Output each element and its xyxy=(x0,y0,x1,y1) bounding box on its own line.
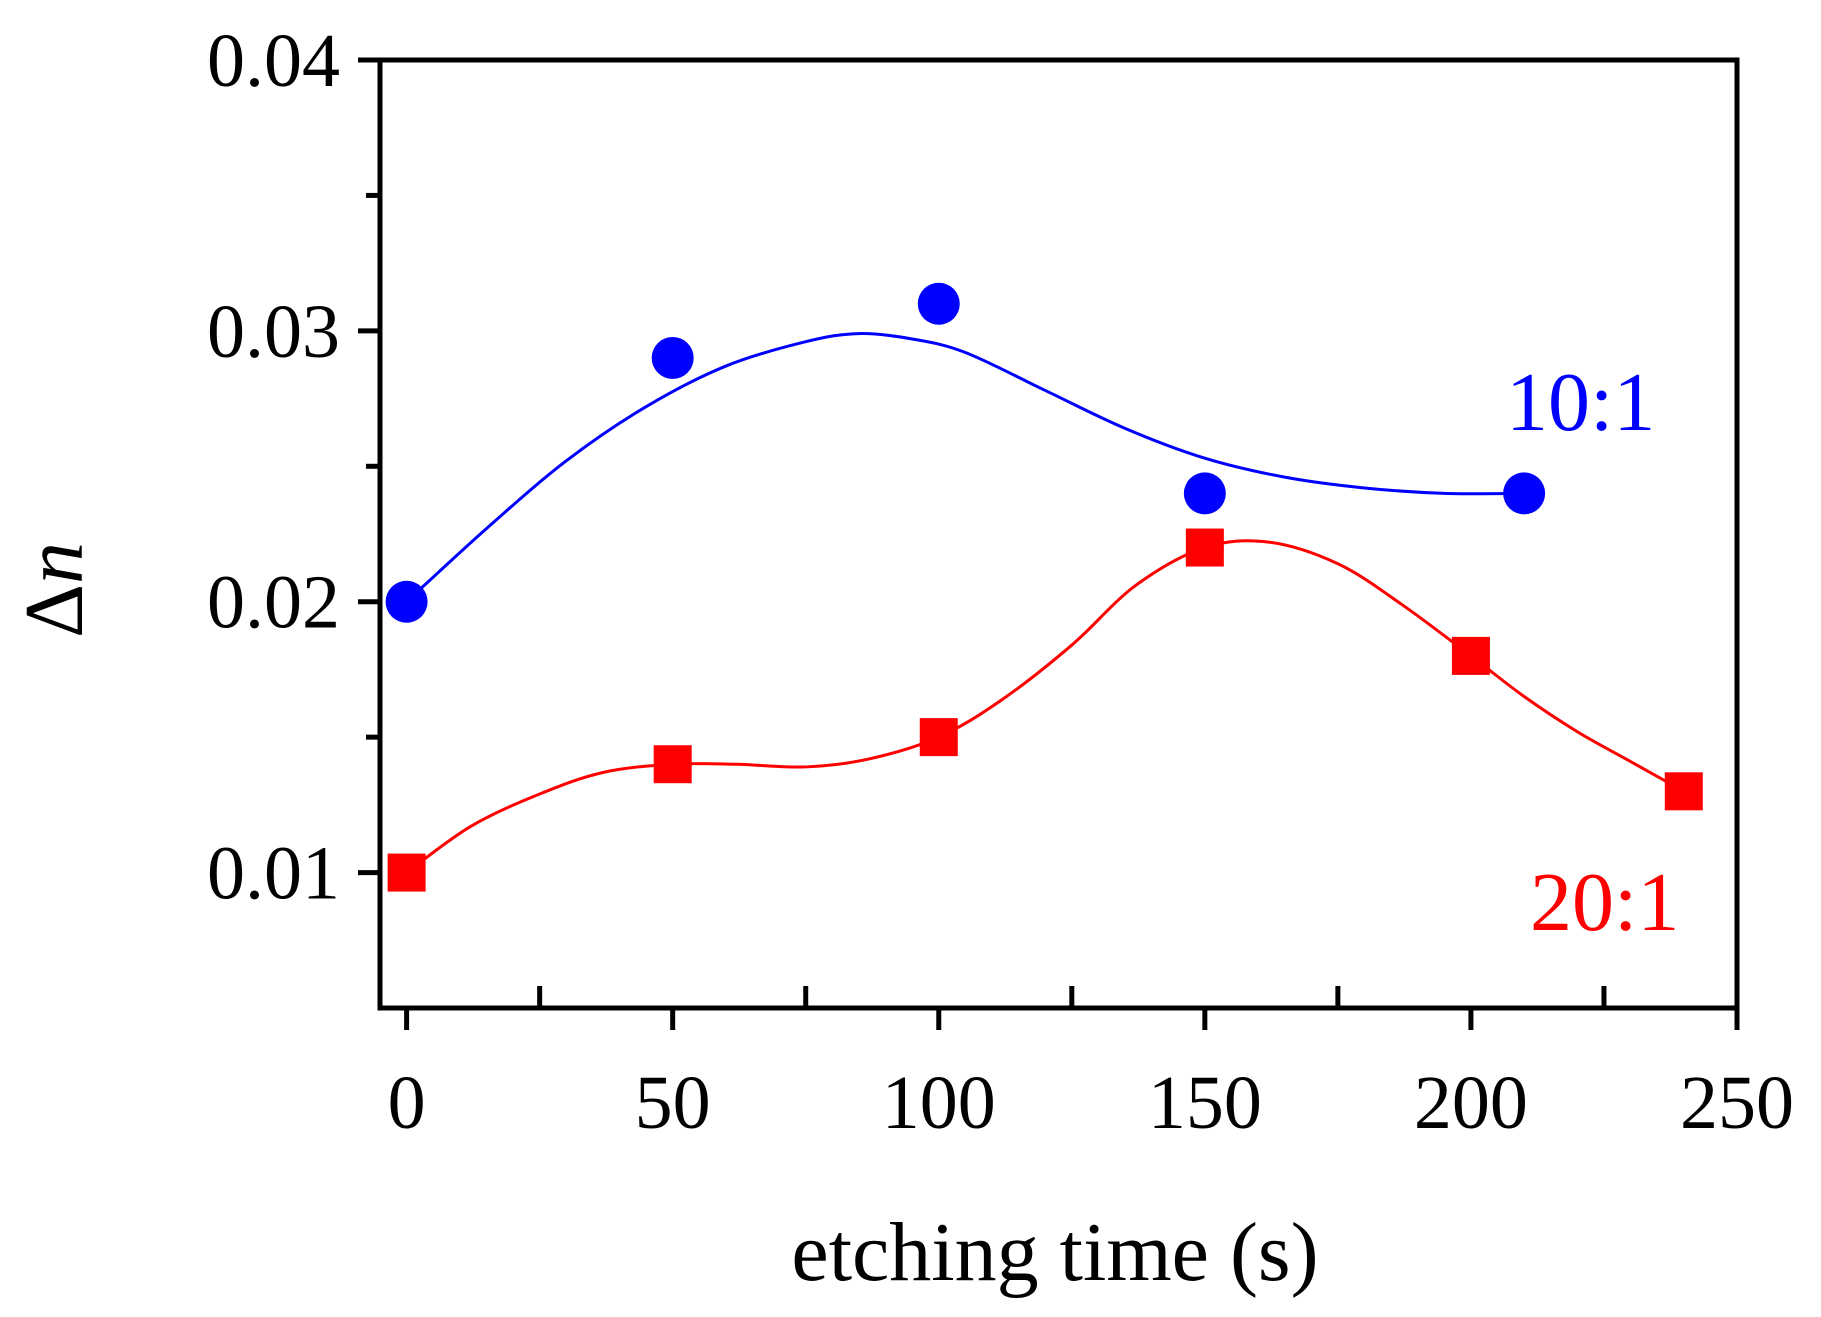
x-tick-label: 100 xyxy=(882,1061,996,1145)
plot-frame xyxy=(377,57,1740,1011)
fit-curve-10-1 xyxy=(405,332,1525,603)
x-tick-label: 50 xyxy=(635,1061,711,1145)
y-tick-label: 0.01 xyxy=(207,832,340,916)
data-point-20-1 xyxy=(919,718,958,757)
markers xyxy=(385,282,1703,892)
fit-curves xyxy=(405,332,1685,874)
data-point-10-1 xyxy=(385,580,428,623)
data-point-10-1 xyxy=(651,336,694,379)
y-axis-title-var: n xyxy=(8,542,101,584)
x-tick-label: 150 xyxy=(1148,1061,1262,1145)
data-point-20-1 xyxy=(653,745,692,784)
y-axis-title-symbol: Δ xyxy=(8,584,101,638)
data-point-20-1 xyxy=(1664,772,1703,811)
data-point-10-1 xyxy=(1503,472,1546,515)
y-tick-label: 0.03 xyxy=(207,290,340,374)
data-point-10-1 xyxy=(917,282,960,325)
series-label-10-1: 10:1 xyxy=(1506,356,1655,449)
fit-curve-20-1 xyxy=(405,539,1685,874)
y-tick-label: 0.04 xyxy=(207,19,340,103)
axes: 0.01 0.02 0.03 0.04 0 50 100 150 200 250 xyxy=(207,19,1794,1145)
x-tick-label: 200 xyxy=(1414,1061,1528,1145)
data-point-20-1 xyxy=(1185,528,1224,567)
series-label-20-1: 20:1 xyxy=(1530,856,1679,949)
data-point-20-1 xyxy=(1451,636,1490,675)
x-tick-label: 250 xyxy=(1680,1061,1794,1145)
data-point-10-1 xyxy=(1183,472,1226,515)
y-axis-title: Δn xyxy=(8,542,101,638)
data-point-20-1 xyxy=(387,853,426,892)
y-tick-label: 0.02 xyxy=(207,561,340,645)
x-axis-title: etching time (s) xyxy=(791,1206,1318,1299)
x-tick-label: 0 xyxy=(388,1061,426,1145)
